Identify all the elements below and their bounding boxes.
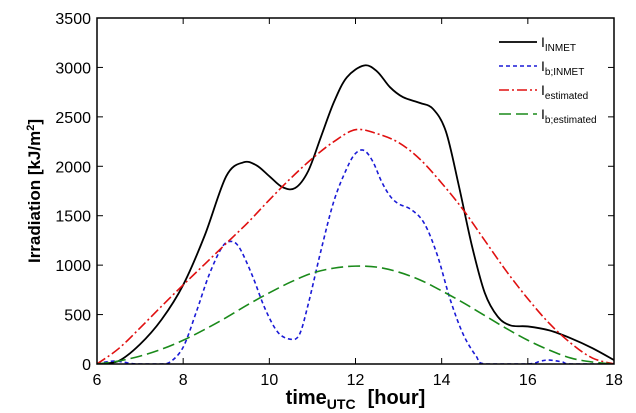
series-line-estimated <box>97 128 614 364</box>
legend-label: IINMET <box>541 34 576 54</box>
series-layer <box>97 64 614 364</box>
legend-label: Ib;INMET <box>541 58 584 78</box>
legend-label: Ib;estimated <box>541 106 597 126</box>
y-tick-label: 500 <box>64 308 91 325</box>
x-axis-title-main: time <box>286 387 327 409</box>
y-tick-label: 3000 <box>55 60 91 77</box>
y-tick-label: 3500 <box>55 11 91 28</box>
y-axis-title-end: ] <box>25 119 44 125</box>
x-tick-label: 10 <box>260 372 278 389</box>
x-tick-label: 14 <box>433 372 451 389</box>
y-tick-label: 0 <box>82 357 91 374</box>
y-axis-title-main: Irradiation [kJ/m <box>25 131 44 263</box>
y-axis-title: Irradiation [kJ/m2] <box>25 119 44 263</box>
y-tick-label: 1500 <box>55 209 91 226</box>
y-axis-title-sup: 2 <box>25 125 37 131</box>
x-tick-label: 8 <box>179 372 188 389</box>
y-tick-label: 1000 <box>55 258 91 275</box>
x-axis-title-unit: [hour] <box>368 387 426 409</box>
x-tick-label: 18 <box>605 372 623 389</box>
x-axis-title-sub: UTC <box>327 396 356 412</box>
x-axis-title: timeUTC [hour] <box>286 387 426 412</box>
legend: IINMET Ib;INMET Iestimated Ib;estimated <box>499 34 597 126</box>
legend-label: Iestimated <box>541 82 588 102</box>
x-tick-label: 16 <box>519 372 537 389</box>
ticks-layer: 6 8 10 12 14 16 18 0 500 1000 1500 2000 2500 3000 3500 <box>55 11 623 389</box>
series-line-b-inmet <box>97 149 614 364</box>
series-line-inmet <box>97 64 614 364</box>
x-tick-label: 6 <box>93 372 102 389</box>
x-tick-label: 12 <box>347 372 365 389</box>
y-tick-label: 2000 <box>55 159 91 176</box>
series-line-b-estimated <box>97 265 614 364</box>
y-tick-label: 2500 <box>55 110 91 127</box>
